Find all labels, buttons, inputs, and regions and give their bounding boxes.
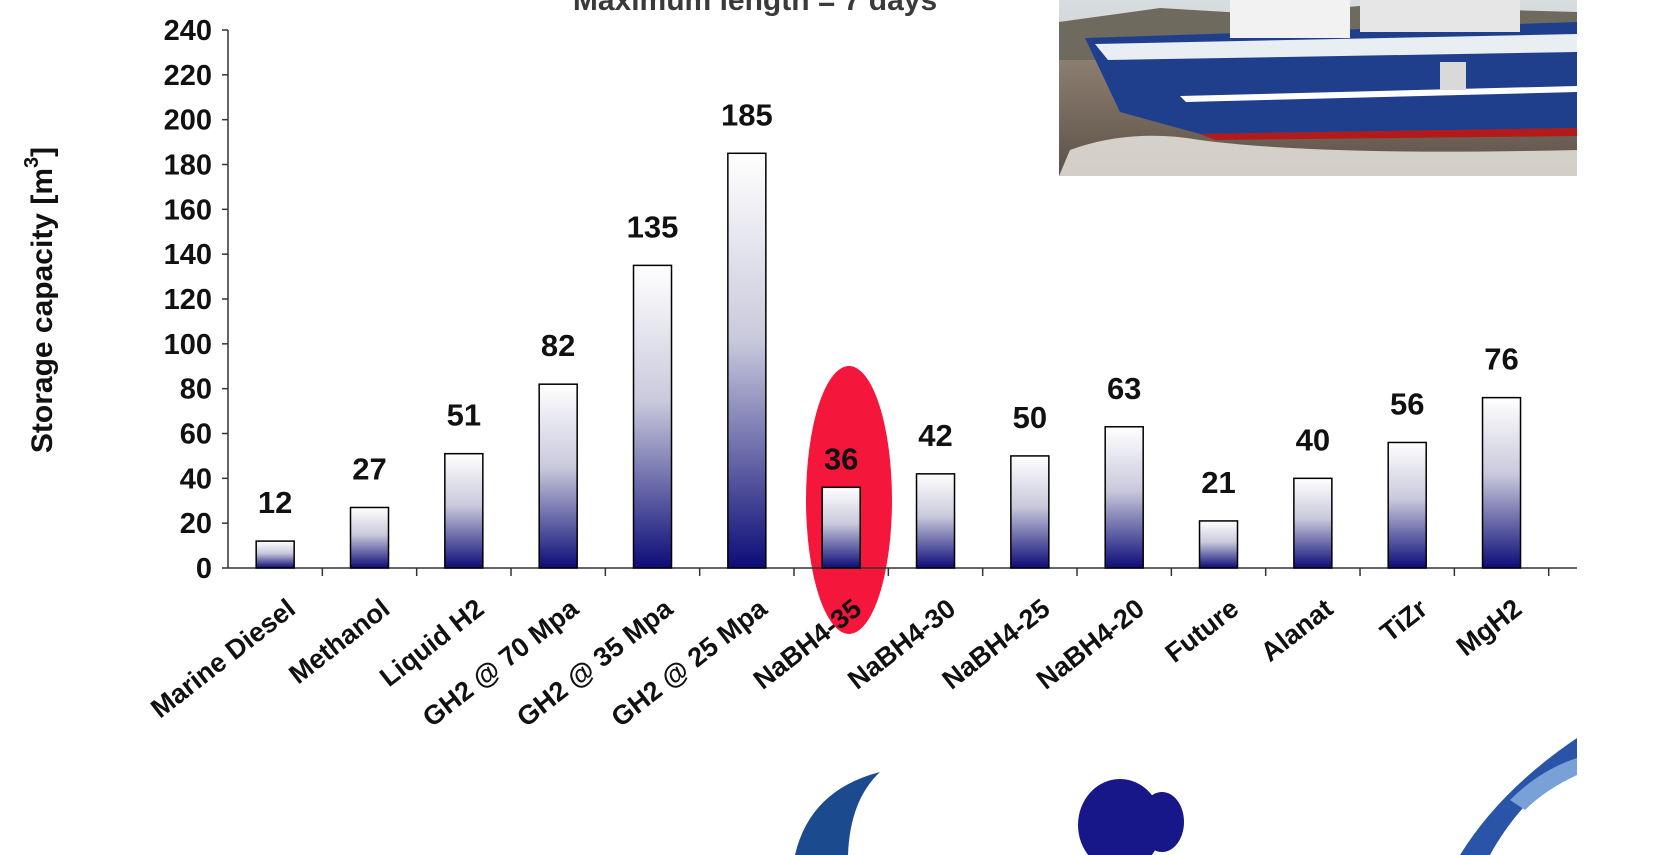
data-label: 82 <box>541 328 575 363</box>
data-label: 40 <box>1296 422 1330 457</box>
bar-gh2-70-mpa <box>538 383 578 569</box>
y-tick-label: 100 <box>164 329 212 361</box>
bar-mgh2 <box>1481 396 1522 569</box>
y-tick-label: 120 <box>164 284 212 316</box>
partner-logos <box>795 738 1577 855</box>
bar-nabh4-20 <box>1104 426 1144 569</box>
y-tick-label: 80 <box>180 374 212 406</box>
y-tick-label: 20 <box>180 508 212 540</box>
data-label: 21 <box>1201 465 1235 500</box>
y-tick-label: 40 <box>180 463 212 495</box>
data-label: 76 <box>1484 342 1518 377</box>
data-label: 185 <box>721 97 773 132</box>
x-tick-label: GH2 @ 25 Mpa <box>606 592 774 732</box>
data-label: 42 <box>918 418 952 453</box>
x-tick-label: TiZr <box>1375 593 1434 648</box>
data-label: 12 <box>258 485 292 520</box>
y-tick-label: 200 <box>164 105 212 137</box>
x-tick-label: MgH2 <box>1451 593 1527 662</box>
ship-photo <box>1059 0 1577 176</box>
y-tick-label: 220 <box>164 60 212 92</box>
bar-liquid-h2 <box>444 452 484 569</box>
y-tick-label: 180 <box>164 150 212 182</box>
bar-nabh4-25 <box>1010 455 1050 569</box>
bar-future <box>1198 520 1239 569</box>
y-axis-label: Storage capacity [m3] <box>21 147 59 453</box>
x-tick-label: Future <box>1160 593 1245 668</box>
y-tick-label: 160 <box>164 194 212 226</box>
bar-nabh4-35 <box>821 486 861 569</box>
y-tick-label: 140 <box>164 239 212 271</box>
bar-marine-diesel <box>255 540 295 569</box>
data-label: 56 <box>1390 386 1424 421</box>
y-tick-label: 0 <box>196 553 212 585</box>
bar-gh2-25-mpa <box>727 152 767 569</box>
chart-title: Maximum length = 7 days <box>573 0 937 17</box>
y-tick-label: 240 <box>164 15 212 47</box>
data-label: 63 <box>1107 371 1141 406</box>
data-label: 36 <box>824 441 858 476</box>
bar-nabh4-30 <box>915 473 956 569</box>
data-label: 50 <box>1013 400 1047 435</box>
data-label: 51 <box>447 398 481 433</box>
bar-gh2-35-mpa <box>632 264 673 569</box>
x-tick-label: Alanat <box>1255 593 1339 667</box>
x-tick-label: GH2 @ 35 Mpa <box>511 592 679 732</box>
data-label: 27 <box>352 451 386 486</box>
x-tick-label: Marine Diesel <box>145 593 301 724</box>
x-tick-label: GH2 @ 70 Mpa <box>417 592 585 732</box>
bar-alanat <box>1293 477 1333 569</box>
data-label: 135 <box>627 209 679 244</box>
y-tick-label: 60 <box>180 419 212 451</box>
bar-methanol <box>349 506 390 569</box>
bar-tizr <box>1387 441 1427 569</box>
